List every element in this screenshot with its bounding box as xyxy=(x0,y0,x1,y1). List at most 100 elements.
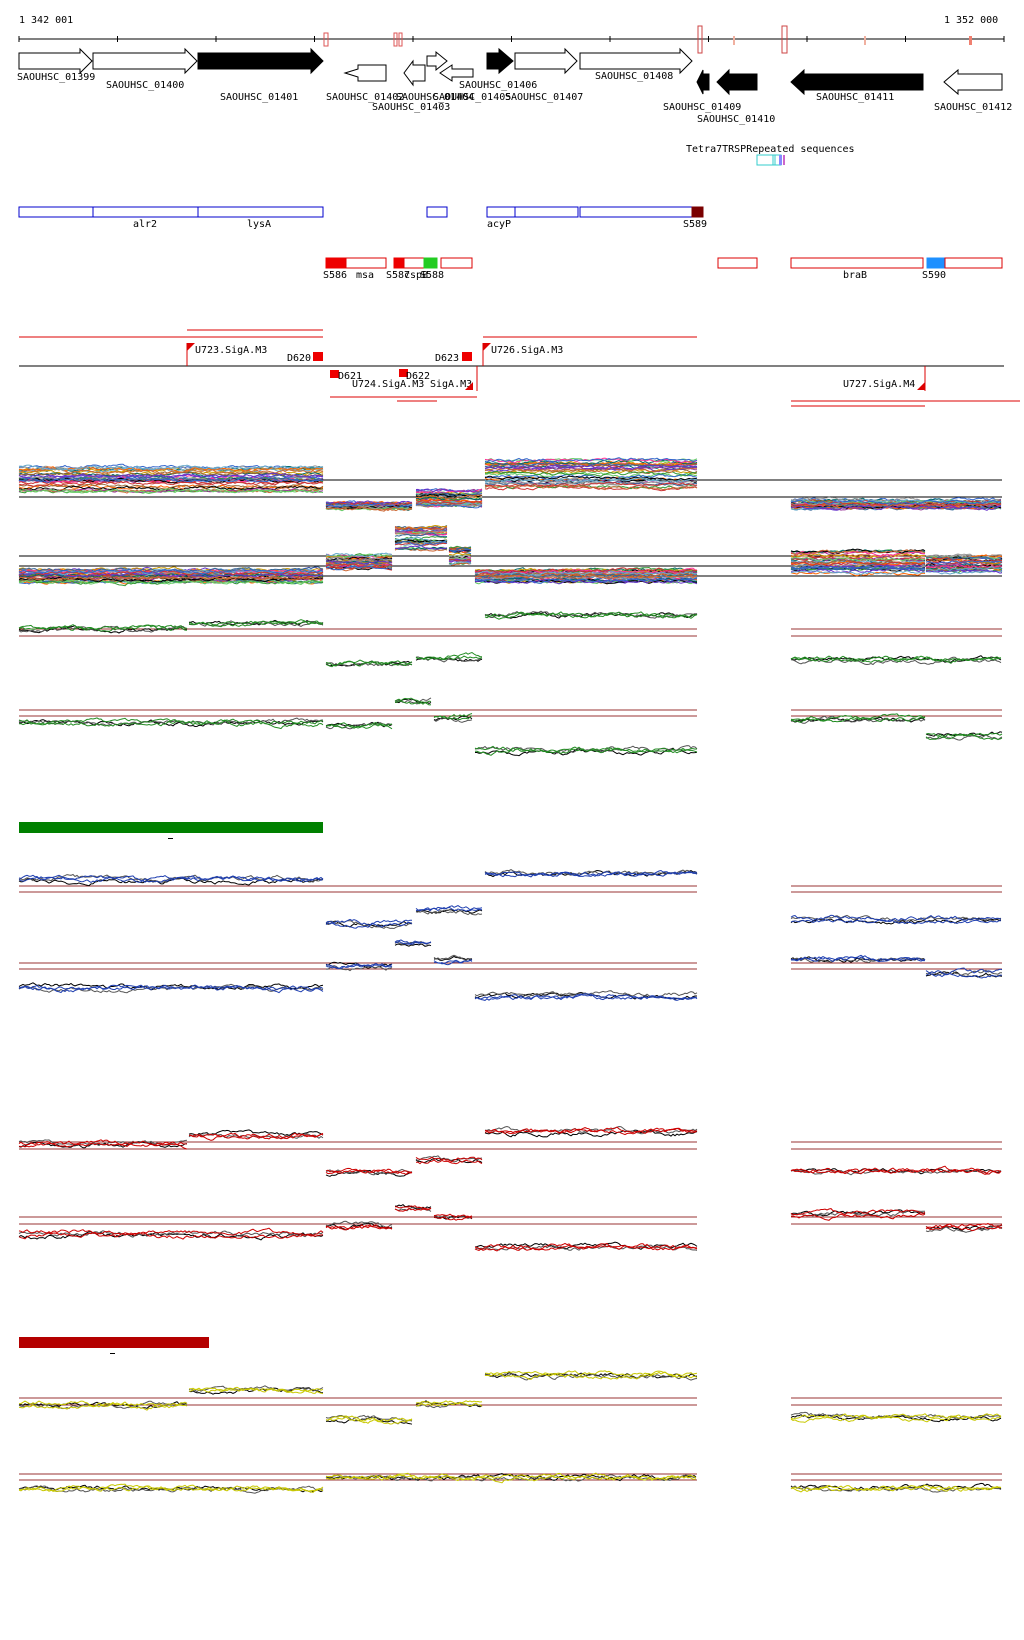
gene-label: SAOUHSC_01404 xyxy=(396,92,474,103)
srna-box-msa[interactable] xyxy=(345,257,387,269)
expression-line xyxy=(18,697,1003,754)
repeat-track: Tetra7TRSPRepeated sequences xyxy=(686,144,855,166)
srna-box-s588[interactable] xyxy=(423,257,438,269)
red-track-1 xyxy=(18,1125,1002,1177)
gene-label: SAOUHSC_01410 xyxy=(697,114,775,125)
expression-line xyxy=(18,869,1002,930)
gene-arrow-saouhsc-01408[interactable] xyxy=(579,47,693,75)
tu-terminator xyxy=(462,352,472,361)
blue-track-1 xyxy=(18,869,1002,930)
srna-label: S588 xyxy=(420,270,444,281)
gene-arrow-saouhsc-01400[interactable] xyxy=(92,47,198,75)
tu-label: U727.SigA.M4 xyxy=(843,379,915,390)
ruler-marker xyxy=(733,36,735,45)
gene-arrow-saouhsc-01410[interactable] xyxy=(716,68,758,96)
gene-arrow-saouhsc-01404[interactable] xyxy=(426,50,448,72)
expression-line xyxy=(18,940,1003,1001)
tu-start-flag xyxy=(465,382,473,390)
gene-label: SAOUHSC_01409 xyxy=(663,102,741,113)
expression-line xyxy=(18,1207,1003,1250)
ruler-start-label: 1 342 001 xyxy=(19,15,73,26)
operon-box-s589[interactable] xyxy=(691,206,704,218)
srna-box-brab[interactable] xyxy=(790,257,924,269)
condition-bar-green xyxy=(19,822,323,833)
gene-arrow-saouhsc-01406[interactable] xyxy=(486,47,514,75)
condition-bar-red xyxy=(19,1337,209,1348)
ruler-marker xyxy=(323,32,329,47)
gene-arrow-saouhsc-01402[interactable] xyxy=(343,64,387,82)
operon-box[interactable] xyxy=(18,206,94,218)
expression-line xyxy=(18,1125,1002,1176)
expression-line xyxy=(18,467,1002,511)
gene-arrow-saouhsc-01412[interactable] xyxy=(943,68,1003,96)
srna-label: braB xyxy=(843,270,867,281)
gene-label: SAOUHSC_01399 xyxy=(17,72,95,83)
expression-line xyxy=(18,1126,1002,1175)
repeat-feature[interactable] xyxy=(756,154,776,166)
expression-line xyxy=(18,611,1002,667)
coordinate-ruler: 1 342 001 1 352 000 xyxy=(18,15,1005,54)
expression-line xyxy=(18,1373,1002,1422)
condition-bar-tick xyxy=(168,838,173,839)
ruler-marker xyxy=(781,25,788,54)
gene-label: SAOUHSC_01401 xyxy=(220,92,298,103)
gene-arrow-saouhsc-01407[interactable] xyxy=(514,47,578,75)
operon-box-lysa[interactable] xyxy=(197,206,324,218)
ruler-marker xyxy=(969,36,972,45)
operon-box[interactable] xyxy=(426,206,448,218)
condition-bar-tick xyxy=(110,1353,115,1354)
expression-line xyxy=(18,610,1002,667)
expression-line xyxy=(18,457,1002,509)
ruler-marker xyxy=(398,32,403,47)
expression-line xyxy=(18,540,1003,584)
srna-box[interactable] xyxy=(717,257,758,269)
srna-box[interactable] xyxy=(944,257,1003,269)
gene-arrow-saouhsc-01403[interactable] xyxy=(403,59,426,87)
expression-line xyxy=(18,611,1002,668)
srna-label: S586 xyxy=(323,270,347,281)
tu-start-flag xyxy=(483,343,491,351)
srna-box-s587[interactable] xyxy=(393,257,405,269)
ruler-markers xyxy=(323,25,972,54)
ruler-end-label: 1 352 000 xyxy=(944,15,998,26)
srna-track: S586 msa S587 cspB S588 braB S590 xyxy=(323,257,1003,281)
tu-label: U724.SigA.M3 xyxy=(352,379,424,390)
operon-box-acyp[interactable] xyxy=(486,206,516,218)
repeat-feature[interactable] xyxy=(783,155,785,165)
expression-line xyxy=(18,1370,1002,1425)
tu-terminator xyxy=(330,370,339,378)
gene-arrow-saouhsc-01401[interactable] xyxy=(197,47,324,75)
srna-box-s586[interactable] xyxy=(325,257,347,269)
srna-box-cspb[interactable] xyxy=(403,257,425,269)
srna-label: cspB xyxy=(404,270,428,281)
gene-label: SAOUHSC_01408 xyxy=(595,71,673,82)
yellow-track-2 xyxy=(18,1472,1002,1494)
operon-box[interactable] xyxy=(579,206,693,218)
expression-line xyxy=(18,871,1002,926)
expression-line xyxy=(18,526,1003,581)
gene-arrow-saouhsc-01409[interactable] xyxy=(696,69,710,95)
ruler-ticks xyxy=(18,36,1005,42)
expression-line xyxy=(18,697,1003,756)
gene-arrow-saouhsc-01411[interactable] xyxy=(790,68,924,96)
tu-label: U723.SigA.M3 xyxy=(195,345,267,356)
srna-box[interactable] xyxy=(440,257,473,269)
srna-label: S587 xyxy=(386,270,410,281)
blue-track-2 xyxy=(18,939,1003,1001)
operon-box-alr2[interactable] xyxy=(92,206,199,218)
tu-terminator xyxy=(399,369,408,377)
tu-label: SigA.M3 xyxy=(430,379,472,390)
expression-line xyxy=(18,530,1003,581)
multi-condition-track xyxy=(18,457,1002,512)
expression-line xyxy=(18,869,1002,928)
gene-label: SAOUHSC_01407 xyxy=(505,92,583,103)
gene-arrow-saouhsc-01405[interactable] xyxy=(439,64,474,82)
operon-box[interactable] xyxy=(514,206,579,218)
srna-label: S590 xyxy=(922,270,946,281)
expression-tracks xyxy=(18,457,1003,1494)
repeat-feature[interactable] xyxy=(779,155,782,165)
ruler-marker xyxy=(864,36,866,45)
expression-line xyxy=(18,869,1001,929)
srna-box-s590[interactable] xyxy=(926,257,946,269)
gene-arrow-saouhsc-01399[interactable] xyxy=(18,47,93,75)
